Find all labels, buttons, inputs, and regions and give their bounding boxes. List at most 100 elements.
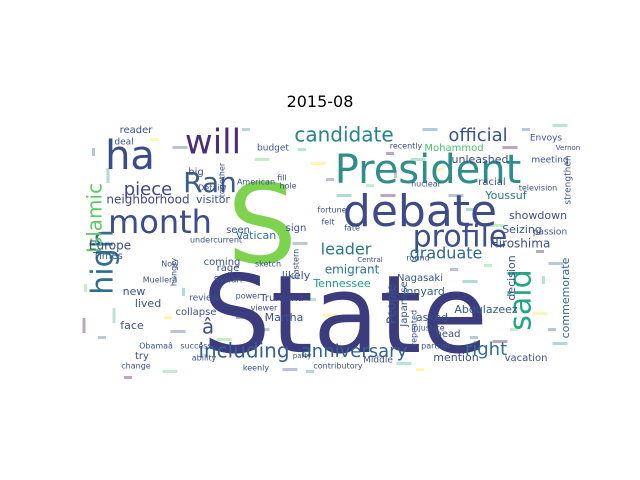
cloud-word: Nagasaki <box>397 273 443 284</box>
filler-word <box>150 138 158 141</box>
cloud-word: nuclear <box>411 180 442 189</box>
filler-word <box>336 194 352 197</box>
cloud-word: neighborhood <box>106 193 189 207</box>
filler-word <box>306 370 314 373</box>
cloud-word: contributory <box>313 362 362 371</box>
cloud-word: candidate <box>294 123 393 147</box>
filler-word <box>112 308 116 323</box>
filler-word <box>450 268 458 271</box>
cloud-word: asked <box>416 311 448 324</box>
filler-word <box>462 280 478 283</box>
filler-word <box>366 184 374 187</box>
filler-word <box>326 178 334 181</box>
cloud-word: try <box>135 351 149 362</box>
cloud-word: deal <box>114 138 133 148</box>
cloud-word: round <box>406 254 429 263</box>
cloud-word: Youssuf <box>484 189 527 202</box>
filler-word <box>164 316 172 319</box>
cloud-word: Islamic <box>83 183 107 253</box>
filler-word <box>396 362 412 365</box>
filler-word <box>536 250 544 253</box>
chart-title: 2015-08 <box>286 92 354 111</box>
cloud-word: strengthen <box>564 155 574 204</box>
cloud-word: American <box>237 178 275 187</box>
cloud-word: month <box>108 203 212 241</box>
cloud-word: debate <box>343 186 497 237</box>
filler-word <box>466 208 474 211</box>
cloud-word: reader <box>120 125 154 136</box>
filler-word <box>548 262 564 265</box>
cloud-word: visitor <box>196 193 230 206</box>
cloud-word: Vatican <box>236 229 277 242</box>
filler-word <box>484 264 492 267</box>
cloud-word: Trumanâ <box>259 292 303 304</box>
filler-word <box>182 288 185 296</box>
cloud-word: S <box>227 160 297 288</box>
filler-word <box>552 342 568 345</box>
filler-word <box>310 162 326 165</box>
cloud-word: recently <box>390 142 423 151</box>
filler-word <box>548 328 556 331</box>
cloud-word: sketch <box>255 260 281 269</box>
cloud-word: partner <box>421 342 451 351</box>
cloud-word: ha <box>105 133 155 179</box>
cloud-word: official <box>448 125 507 146</box>
cloud-word: seen <box>226 225 250 236</box>
filler-word <box>448 194 464 197</box>
filler-word <box>170 330 186 333</box>
cloud-word: State <box>202 253 488 378</box>
cloud-word: change <box>121 362 151 371</box>
filler-word <box>124 376 132 379</box>
cloud-word: undercurrent <box>190 236 242 245</box>
cloud-word: new <box>123 285 146 298</box>
cloud-word: repeated <box>410 310 419 346</box>
filler-word <box>322 314 338 317</box>
cloud-word: sign <box>286 223 307 234</box>
cloud-word: right <box>465 339 507 360</box>
filler-word <box>254 328 270 331</box>
cloud-word: Details <box>198 184 226 193</box>
cloud-word: Seizing <box>502 223 542 236</box>
filler-word <box>502 146 518 149</box>
filler-word <box>416 368 424 371</box>
cloud-word: Vernon <box>556 144 580 152</box>
cloud-word: Muellerâ <box>143 276 178 285</box>
cloud-word: President <box>335 147 522 193</box>
filler-word <box>510 328 518 331</box>
cloud-word: Middle <box>363 356 393 366</box>
cloud-word: Times <box>92 251 123 262</box>
cloud-word: hungry <box>170 258 179 287</box>
filler-word <box>162 370 178 373</box>
cloud-word: lived <box>135 297 161 310</box>
filler-word <box>298 148 306 151</box>
cloud-word: head <box>436 329 461 340</box>
cloud-word: fortune <box>317 206 346 215</box>
cloud-word: showdown <box>509 209 567 222</box>
cloud-word: high <box>86 229 121 294</box>
cloud-word: big <box>188 167 203 178</box>
cloud-word: Japanese <box>399 281 410 327</box>
cloud-word: fill <box>277 174 286 183</box>
cloud-word: anniversary <box>301 341 408 362</box>
cloud-word: People <box>385 284 399 324</box>
cloud-word: commemorate <box>559 257 572 338</box>
filler-word <box>422 128 438 131</box>
filler-word <box>380 194 396 197</box>
filler-word <box>242 128 250 131</box>
filler-word <box>532 312 548 315</box>
cloud-word: passion <box>533 228 567 238</box>
filler-word <box>216 338 232 341</box>
filler-word <box>394 170 397 178</box>
cloud-word: emigrant <box>325 263 380 277</box>
filler-word <box>492 340 508 343</box>
filler-word <box>386 152 394 155</box>
cloud-word: Europe <box>89 239 131 253</box>
cloud-word: felt <box>321 218 334 227</box>
filler-word <box>470 336 478 339</box>
cloud-word: leader <box>321 240 372 259</box>
cloud-word: review <box>189 294 219 304</box>
cloud-word: Innyard <box>403 285 445 298</box>
cloud-word: vacation <box>505 353 548 364</box>
filler-word <box>92 148 95 156</box>
cloud-word: Envoys <box>530 134 563 144</box>
